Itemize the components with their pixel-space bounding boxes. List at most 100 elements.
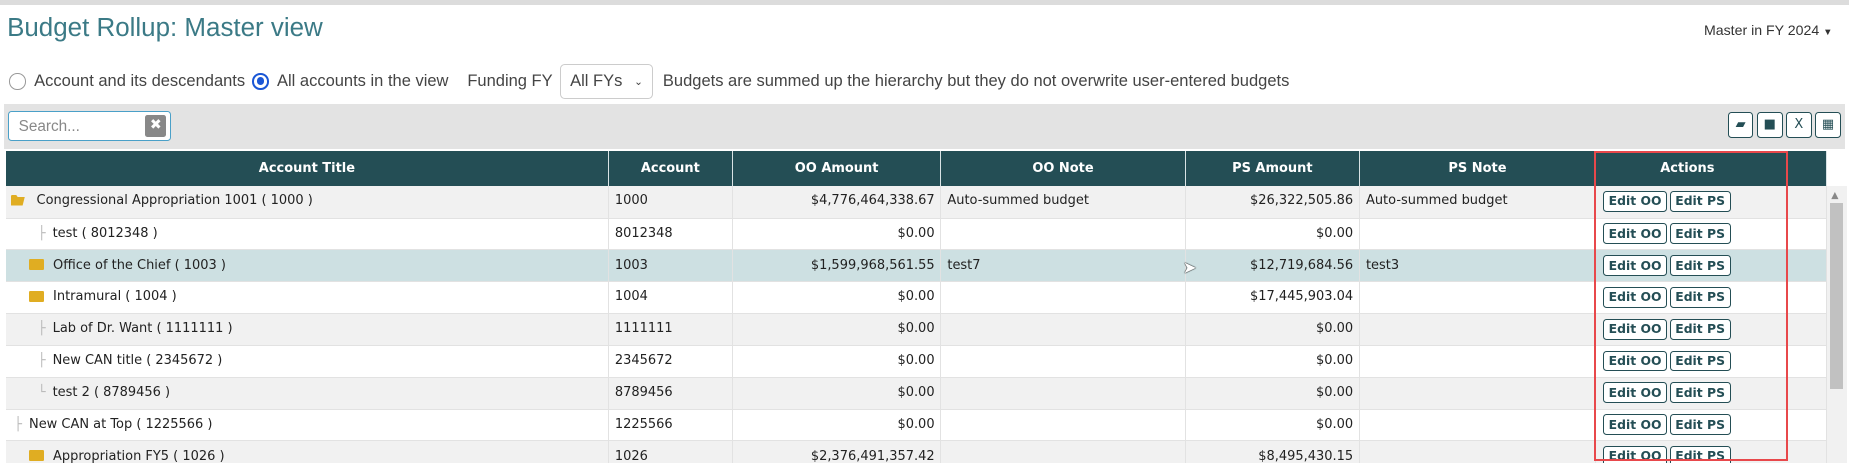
cell-actions: Edit OO Edit PS (1595, 345, 1828, 378)
edit-oo-button[interactable]: Edit OO (1602, 287, 1668, 308)
edit-ps-button[interactable]: Edit PS (1669, 255, 1731, 276)
tree-line-icon: ├ (37, 353, 46, 369)
cell-account-title: Office of the Chief ( 1003 ) (5, 249, 609, 283)
cell-account-title: ├ test ( 8012348 ) (5, 218, 609, 251)
cell-oo-note: Auto-summed budget (940, 186, 1186, 219)
mouse-cursor-icon: ➤ (1182, 258, 1197, 278)
account-title-text: Office of the Chief ( 1003 ) (53, 257, 226, 273)
cell-ps-amount: $17,445,903.04 (1185, 281, 1361, 315)
cell-actions: Edit OO Edit PS (1595, 313, 1828, 346)
edit-oo-button[interactable]: Edit OO (1602, 223, 1668, 245)
folder-open-icon[interactable] (10, 194, 25, 206)
edit-ps-button[interactable]: Edit PS (1669, 223, 1731, 245)
account-title-text: New CAN title ( 2345672 ) (52, 353, 223, 369)
cell-account-title: Appropriation FY5 ( 1026 ) (5, 440, 609, 463)
funding-fy-select[interactable]: All FYs ⌄ (559, 63, 654, 99)
scroll-up-icon[interactable]: ▲ (1831, 189, 1839, 201)
header-account[interactable]: Account (608, 150, 733, 187)
cell-ps-amount: $0.00 (1185, 377, 1361, 410)
table-row[interactable]: Intramural ( 1004 ) 1004 $0.00 $17,445,903.… (5, 281, 1828, 315)
cell-actions: Edit OO Edit PS (1595, 409, 1828, 442)
edit-oo-button[interactable]: Edit OO (1602, 191, 1668, 212)
table-row[interactable]: ├ New CAN at Top ( 1225566 ) 1225566 $0.00 $… (5, 409, 1828, 442)
scrollbar-thumb[interactable] (1830, 202, 1844, 390)
header-ps-note[interactable]: PS Note (1359, 150, 1596, 187)
radio-all-accounts-label[interactable]: All accounts in the view (276, 71, 449, 90)
excel-export-button[interactable]: X (1786, 112, 1812, 138)
cell-ps-note: Auto-summed budget (1359, 186, 1596, 219)
edit-ps-button[interactable]: Edit PS (1669, 318, 1731, 340)
edit-oo-button[interactable]: Edit OO (1602, 382, 1668, 404)
cell-ps-note (1359, 345, 1596, 378)
table-row[interactable]: ├ test ( 8012348 ) 8012348 $0.00 $0.00 Edit O… (5, 218, 1828, 251)
header-account-title[interactable]: Account Title (5, 150, 609, 187)
folder-icon[interactable] (29, 259, 44, 270)
edit-oo-button[interactable]: Edit OO (1602, 255, 1668, 276)
collapse-all-button[interactable]: ■ (1756, 112, 1783, 138)
cell-actions: Edit OO Edit PS (1595, 440, 1828, 463)
chevron-down-icon: ⌄ (634, 75, 644, 88)
cell-account: 1003 (608, 249, 733, 283)
header-ps-amount[interactable]: PS Amount (1185, 150, 1361, 187)
cell-account: 1000 (608, 186, 733, 219)
cell-actions: Edit OO Edit PS (1595, 218, 1828, 251)
cell-actions: Edit OO Edit PS (1595, 377, 1828, 410)
folder-icon[interactable] (29, 450, 44, 461)
radio-all-accounts[interactable] (252, 73, 269, 90)
account-title-text: Intramural ( 1004 ) (53, 289, 177, 305)
cell-ps-amount: $8,495,430.15 (1185, 440, 1361, 463)
cell-ps-note (1359, 218, 1596, 251)
expand-all-button[interactable]: ▰ (1727, 112, 1754, 138)
columns-grid-icon: ▦ (1821, 117, 1835, 133)
view-context-label: Master in FY 2024 (1703, 22, 1820, 39)
cell-account: 1111111 (608, 313, 733, 346)
cell-oo-note (940, 409, 1186, 442)
cell-oo-amount: $0.00 (732, 409, 942, 442)
radio-descendants-label[interactable]: Account and its descendants (34, 71, 246, 90)
cell-actions: Edit OO Edit PS (1595, 281, 1828, 315)
folder-icon[interactable] (29, 290, 44, 302)
cell-oo-note (940, 313, 1186, 346)
cell-ps-note (1359, 409, 1596, 442)
tree-line-icon: ├ (37, 321, 46, 337)
table-row[interactable]: Office of the Chief ( 1003 ) 1003 $1,599,9… (5, 249, 1828, 283)
table-row[interactable]: Appropriation FY5 ( 1026 ) 1026 $2,376,491… (5, 440, 1828, 463)
cell-account-title: ├ New CAN title ( 2345672 ) (5, 345, 609, 378)
table-row[interactable]: ├ Lab of Dr. Want ( 1111111 ) 1111111 $0.00… (5, 313, 1828, 346)
edit-ps-button[interactable]: Edit PS (1669, 350, 1731, 372)
cell-actions: Edit OO Edit PS (1595, 186, 1828, 219)
cell-ps-amount: $26,322,505.86 (1185, 186, 1361, 219)
radio-descendants[interactable] (9, 73, 26, 90)
cell-ps-note (1359, 440, 1596, 463)
edit-ps-button[interactable]: Edit PS (1669, 382, 1731, 404)
header-oo-amount[interactable]: OO Amount (732, 150, 942, 187)
table-row[interactable]: Congressional Appropriation 1001 ( 1000 … (5, 186, 1828, 219)
table-row[interactable]: ├ New CAN title ( 2345672 ) 2345672 $0.00 $0… (5, 345, 1828, 378)
search-placeholder: Search... (18, 117, 80, 135)
clear-search-icon[interactable]: ✖ (145, 115, 167, 137)
header-actions[interactable]: Actions (1595, 150, 1828, 187)
table-row[interactable]: └ test 2 ( 8789456 ) 8789456 $0.00 $0.00 Edit… (5, 377, 1828, 410)
header-oo-note[interactable]: OO Note (940, 150, 1186, 187)
columns-button[interactable]: ▦ (1815, 112, 1841, 138)
edit-oo-button[interactable]: Edit OO (1602, 318, 1668, 340)
tree-line-icon: └ (37, 384, 46, 400)
edit-ps-button[interactable]: Edit PS (1669, 446, 1731, 463)
cell-ps-amount: $12,719,684.56 (1185, 249, 1361, 283)
edit-oo-button[interactable]: Edit OO (1602, 350, 1668, 372)
view-context-dropdown[interactable]: Master in FY 2024 ▼ (1704, 22, 1833, 38)
excel-export-icon: X (1794, 117, 1804, 133)
edit-ps-button[interactable]: Edit PS (1669, 287, 1731, 308)
vertical-scrollbar[interactable]: ▲ (1826, 186, 1847, 463)
search-input[interactable]: Search... ✖ (8, 110, 171, 142)
edit-oo-button[interactable]: Edit OO (1602, 446, 1668, 463)
account-title-text: New CAN at Top ( 1225566 ) (29, 416, 213, 432)
folder-open-icon: ▰ (1735, 117, 1746, 133)
cell-oo-note (940, 377, 1186, 410)
edit-ps-button[interactable]: Edit PS (1669, 191, 1731, 212)
edit-oo-button[interactable]: Edit OO (1602, 414, 1668, 435)
top-bar (0, 0, 1849, 5)
budget-table: Account Title Account OO Amount OO Note PS A… (5, 150, 1828, 463)
edit-ps-button[interactable]: Edit PS (1669, 414, 1731, 435)
